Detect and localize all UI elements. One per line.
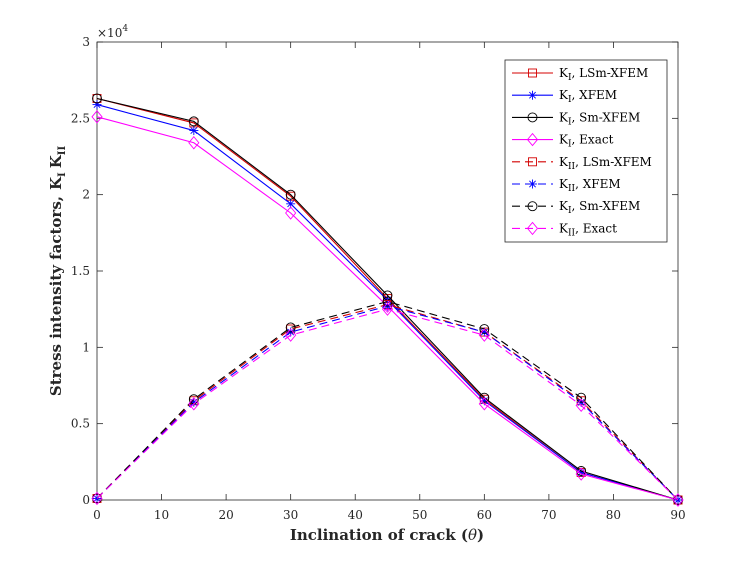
y-tick-label: 2 — [82, 188, 90, 202]
series-layer — [91, 93, 684, 507]
legend-label: KI, Sm-XFEM — [559, 110, 640, 127]
legend-marker — [528, 157, 537, 167]
data-point — [478, 397, 490, 411]
x-tick-label: 20 — [218, 508, 233, 522]
data-point — [575, 467, 587, 481]
data-point — [92, 93, 102, 104]
data-point — [91, 110, 103, 124]
legend-entry: KII, LSm-XFEM — [512, 155, 652, 172]
data-point — [672, 493, 684, 507]
x-tick-label: 60 — [477, 508, 492, 522]
legend-entry: KI, Sm-XFEM — [512, 199, 640, 216]
y-tick-label: 3 — [82, 35, 90, 49]
axis-ticks: 0 10 20 30 40 50 60 70 80 90 0 0.5 1 1.5 2 2.5 3 — [71, 35, 686, 522]
legend-marker — [528, 90, 537, 100]
x-tick-label: 70 — [541, 508, 556, 522]
legend-entry: KI, LSm-XFEM — [512, 66, 648, 83]
legend-box — [504, 59, 668, 243]
legend-label: KI, XFEM — [559, 88, 617, 105]
legend-label: KII, XFEM — [559, 177, 621, 194]
data-point — [479, 324, 490, 334]
series-line — [96, 308, 679, 501]
x-tick-label: 90 — [670, 508, 685, 522]
legend-marker — [528, 68, 537, 78]
y-tick-label: 1.5 — [71, 264, 90, 278]
data-point — [285, 322, 296, 333]
y-tick-label: 0.5 — [71, 417, 90, 431]
data-point — [188, 136, 200, 150]
x-axis-label: Inclination of crack (θ) — [290, 526, 484, 544]
data-point — [285, 328, 297, 342]
data-point — [381, 302, 394, 316]
legend-label: KII, LSm-XFEM — [559, 155, 652, 172]
data-point — [91, 491, 103, 506]
series-8 — [91, 302, 684, 507]
x-tick-label: 30 — [283, 508, 298, 522]
y-tick-label: 0 — [82, 493, 90, 507]
legend-entry: KII, XFEM — [512, 177, 621, 194]
legend-label: KI, LSm-XFEM — [559, 66, 648, 83]
data-point — [285, 206, 297, 220]
legend-label: KI, Sm-XFEM — [559, 199, 640, 216]
legend-marker — [526, 221, 539, 236]
legend-marker — [526, 132, 539, 147]
legend-entry: KI, Exact — [512, 133, 614, 150]
data-point — [576, 392, 587, 403]
legend-label: KII, Exact — [559, 221, 617, 238]
data-point — [189, 126, 199, 136]
data-point — [479, 392, 490, 403]
data-point — [478, 328, 490, 342]
x-tick-label: 50 — [412, 508, 427, 522]
legend-marker — [527, 201, 538, 212]
data-point — [188, 116, 199, 127]
series-line — [96, 97, 679, 501]
y-axis-multiplier: ×104 — [97, 24, 128, 40]
x-tick-label: 0 — [93, 508, 101, 522]
data-point — [188, 397, 200, 411]
data-point — [575, 398, 587, 413]
y-axis-label: Stress intensity factors,KIKII — [47, 146, 68, 397]
data-point — [285, 189, 296, 200]
legend-marker — [527, 112, 538, 123]
y-tick-label: 2.5 — [71, 111, 90, 125]
legend-label: KI, Exact — [559, 133, 614, 150]
x-tick-label: 40 — [348, 508, 363, 522]
data-point — [382, 296, 393, 307]
y-tick-label: 1 — [82, 340, 90, 354]
legend-entry: KI, XFEM — [512, 88, 617, 105]
data-point — [381, 299, 394, 313]
legend: KI, LSm-XFEM KI, XFEM KI, Sm-XFEM KI, Exact… — [504, 59, 668, 243]
x-tick-label: 80 — [606, 508, 621, 522]
legend-marker — [528, 179, 537, 189]
legend-entry: KII, Exact — [512, 221, 617, 238]
legend-entry: KI, Sm-XFEM — [512, 110, 640, 127]
x-tick-label: 10 — [154, 508, 169, 522]
series-line — [96, 300, 679, 501]
